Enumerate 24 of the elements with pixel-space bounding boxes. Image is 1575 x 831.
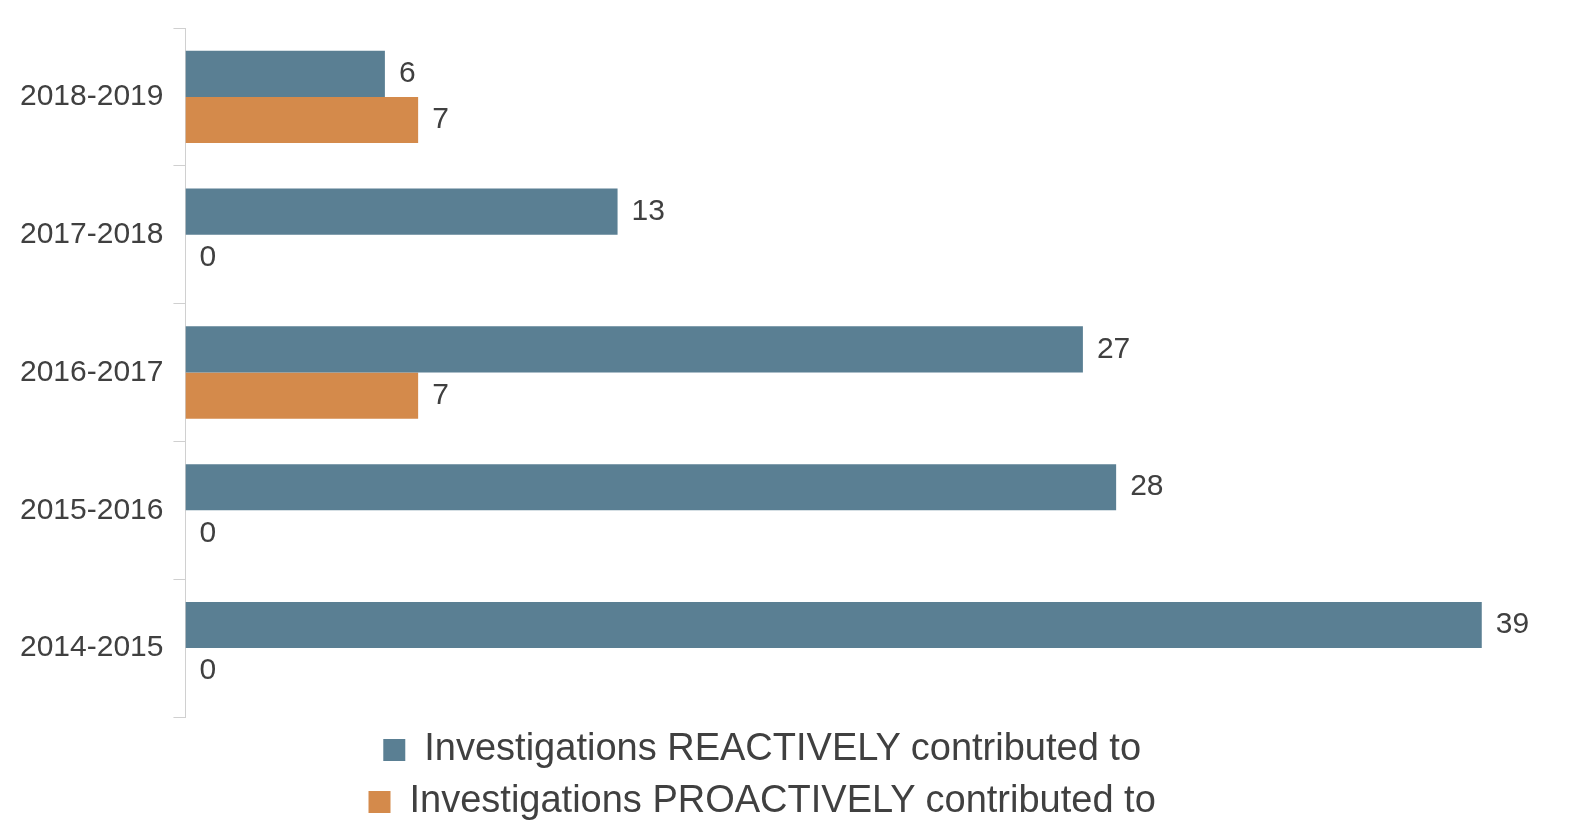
data-label: 7: [432, 376, 449, 410]
data-label: 13: [631, 192, 665, 226]
legend-label: Investigations PROACTIVELY contributed to: [409, 778, 1156, 821]
data-label: 28: [1130, 468, 1164, 502]
data-label: 39: [1495, 606, 1530, 640]
data-label: 6: [398, 55, 416, 89]
data-label: 0: [199, 514, 217, 548]
y-tick-label: 2016-2017: [20, 353, 164, 387]
bar: [185, 601, 1482, 649]
bar: [185, 372, 419, 419]
y-tick-label: 2014-2015: [20, 629, 164, 663]
bar: [185, 464, 1117, 511]
data-label: 27: [1096, 330, 1131, 364]
y-tick-label: 2018-2019: [20, 78, 164, 112]
bar: [185, 50, 385, 97]
legend-label: Investigations REACTIVELY contributed to: [424, 726, 1142, 769]
bar: [185, 188, 618, 235]
data-label: 0: [199, 239, 217, 273]
bar: [185, 96, 419, 144]
y-tick-label: 2015-2016: [20, 491, 164, 525]
bar: [185, 326, 1083, 373]
data-label: 0: [199, 652, 217, 686]
y-tick-label: 2017-2018: [20, 215, 164, 249]
data-label: 7: [432, 101, 449, 135]
